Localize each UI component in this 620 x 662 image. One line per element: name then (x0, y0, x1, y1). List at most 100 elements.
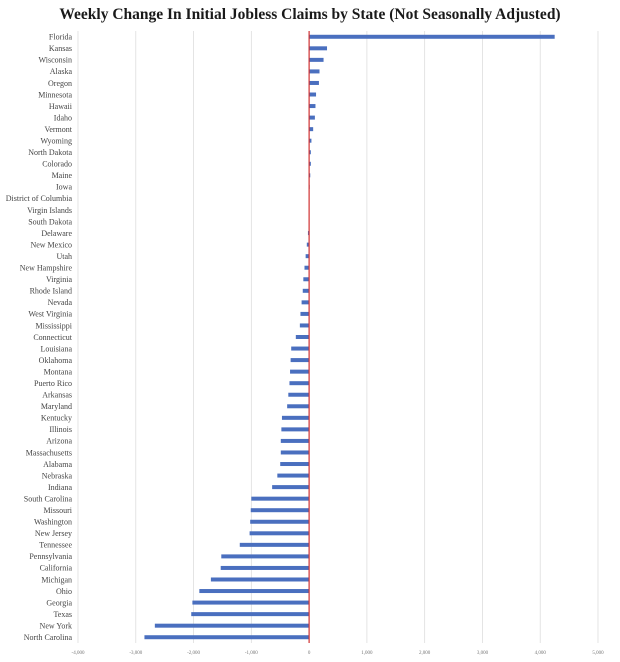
category-label: Colorado (42, 160, 72, 169)
category-label: West Virginia (28, 310, 72, 319)
bar (221, 554, 310, 559)
category-label: Pennsylvania (29, 552, 72, 561)
bar (154, 623, 310, 628)
x-tick-label: 1,000 (361, 651, 373, 656)
category-label: Louisiana (40, 344, 72, 353)
x-tick-label: 2,000 (419, 651, 431, 656)
bar (303, 277, 310, 282)
category-label: Arizona (46, 437, 72, 446)
bar (199, 589, 310, 594)
category-label: North Carolina (24, 633, 73, 642)
bar (289, 381, 310, 386)
category-label: New Jersey (35, 529, 72, 538)
category-label: Minnesota (38, 90, 72, 99)
bar (251, 496, 310, 501)
category-label: Massachusetts (26, 448, 72, 457)
bar (300, 311, 310, 316)
category-label: Indiana (48, 483, 72, 492)
x-tick-label: 3,000 (477, 651, 489, 656)
category-label: Connecticut (33, 333, 72, 342)
bar (277, 473, 310, 478)
category-label: District of Columbia (6, 194, 73, 203)
bar (309, 69, 320, 74)
category-label: New York (40, 621, 72, 630)
x-tick-label: 5,000 (592, 651, 604, 656)
bar (272, 485, 310, 490)
bar (281, 415, 310, 420)
bar (220, 565, 310, 570)
category-label: Kentucky (41, 414, 72, 423)
category-label: Oklahoma (39, 356, 73, 365)
bars (144, 34, 555, 640)
bar (309, 161, 311, 166)
x-tick-label: 0 (308, 651, 311, 656)
category-label: Georgia (46, 598, 72, 607)
bar (280, 462, 310, 467)
category-label: Michigan (41, 575, 72, 584)
category-label: Florida (49, 33, 73, 42)
x-tick-label: -2,000 (187, 651, 200, 656)
category-label: South Dakota (28, 217, 72, 226)
category-label: Maine (52, 171, 73, 180)
bar (239, 542, 310, 547)
bar (192, 600, 310, 605)
bar (309, 138, 312, 143)
category-label: Maryland (41, 402, 72, 411)
x-tick-label: -1,000 (245, 651, 258, 656)
category-label: Alabama (43, 460, 72, 469)
category-label: Puerto Rico (34, 379, 72, 388)
bar (291, 346, 310, 351)
bar (309, 104, 316, 109)
bar (288, 392, 310, 397)
category-label: New Mexico (30, 240, 72, 249)
category-label: Washington (34, 518, 72, 527)
bar (309, 92, 317, 97)
bar (304, 265, 310, 270)
category-label: South Carolina (24, 494, 73, 503)
bar (290, 358, 310, 363)
category-label: Virgin Islands (27, 206, 72, 215)
bar (281, 427, 310, 432)
category-label: Nebraska (42, 471, 73, 480)
x-tick-label: -3,000 (129, 651, 142, 656)
bar (280, 438, 310, 443)
category-label: Wisconsin (39, 56, 72, 65)
category-label: Idaho (54, 113, 72, 122)
category-label: Arkansas (42, 391, 72, 400)
category-label: Illinois (49, 425, 72, 434)
gridlines (77, 31, 599, 643)
category-label: Wyoming (40, 136, 72, 145)
bar (309, 80, 319, 85)
bar (287, 404, 310, 409)
category-label: Oregon (48, 79, 72, 88)
x-tick-label: 4,000 (535, 651, 547, 656)
category-labels: Florida Kansas Wisconsin Alaska Oregon Minnes… (6, 33, 73, 642)
category-label: Vermont (44, 125, 72, 134)
category-label: Ohio (56, 587, 72, 596)
x-tick-label: -4,000 (72, 651, 85, 656)
bar (250, 519, 310, 524)
bar (210, 577, 310, 582)
bar (191, 612, 310, 617)
x-tick-labels: -4,000 -3,000 -2,000 -1,000 0 1,000 2,000 3,000… (72, 651, 605, 656)
bar (301, 300, 310, 305)
category-label: Delaware (41, 229, 72, 238)
bar (290, 369, 310, 374)
category-label: Hawaii (49, 102, 73, 111)
chart-title: Weekly Change In Initial Jobless Claims … (59, 6, 561, 23)
bar (309, 115, 315, 120)
bar (280, 450, 310, 455)
bar (305, 254, 310, 259)
bar (144, 635, 310, 640)
bar (249, 531, 310, 536)
bar (309, 150, 311, 155)
category-label: Montana (44, 367, 73, 376)
bar (309, 127, 314, 132)
bar (309, 34, 555, 39)
category-label: Texas (53, 610, 72, 619)
bar (306, 242, 310, 247)
category-label: Tennessee (39, 541, 72, 550)
bar (299, 323, 310, 328)
category-label: Virginia (46, 275, 72, 284)
